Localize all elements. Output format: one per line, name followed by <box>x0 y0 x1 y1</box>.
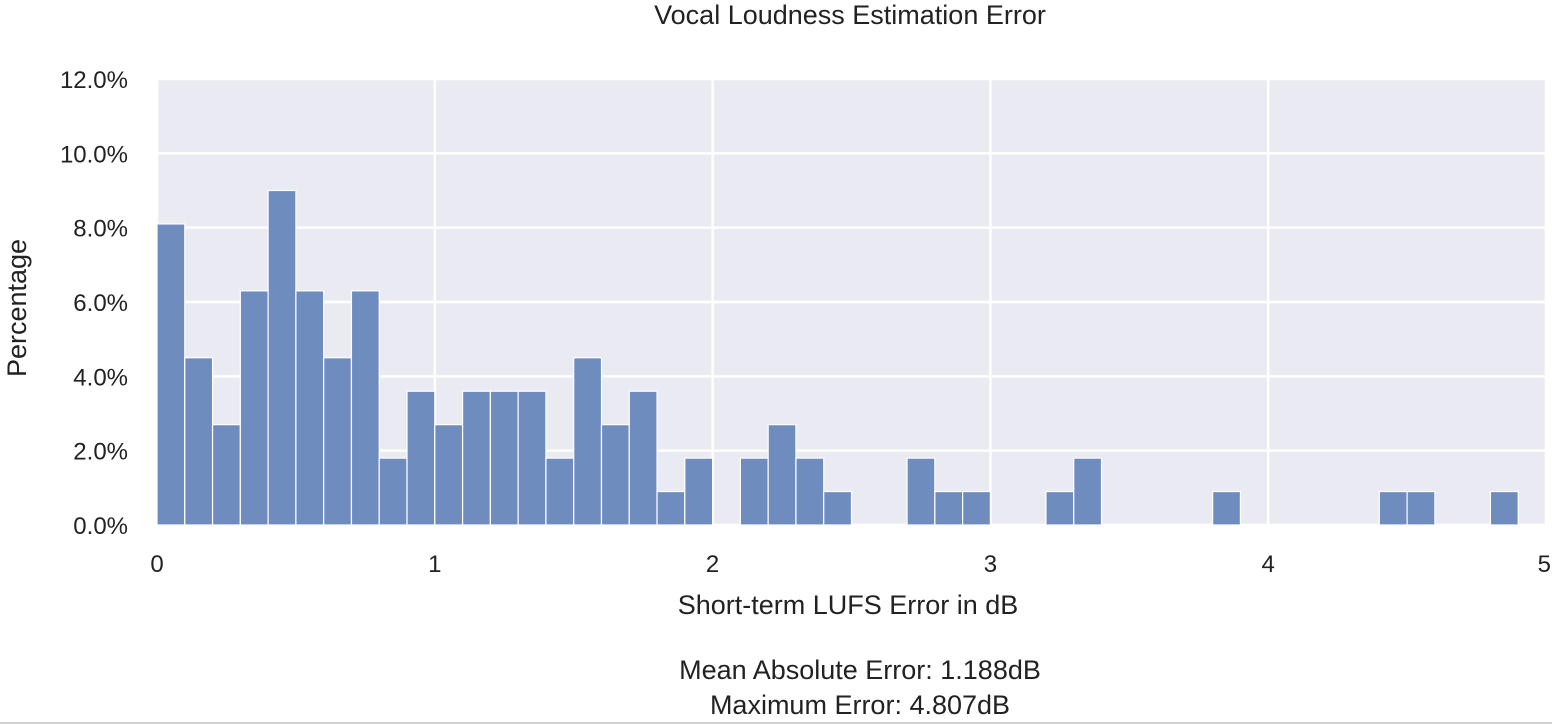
histogram-bar <box>823 490 853 526</box>
chart-title: Vocal Loudness Estimation Error <box>654 0 1046 30</box>
y-tick-label: 2.0% <box>73 439 128 466</box>
histogram-bar <box>573 357 603 526</box>
mean-absolute-error-annotation: Mean Absolute Error: 1.188dB <box>679 655 1041 685</box>
histogram-bar <box>545 457 575 526</box>
x-axis-ticks: 0 1 2 3 4 5 <box>150 551 1551 578</box>
plot-area <box>155 77 1548 527</box>
histogram-bar <box>1406 490 1436 526</box>
y-tick-label: 6.0% <box>73 290 128 317</box>
histogram-bar <box>767 424 797 526</box>
histogram-bar <box>295 290 325 526</box>
histogram-bar <box>489 390 519 526</box>
histogram-bar <box>350 290 380 526</box>
x-tick-label: 3 <box>984 551 997 578</box>
histogram-bar <box>1212 490 1242 526</box>
histogram-bar <box>267 189 297 526</box>
histogram-bar <box>517 390 547 526</box>
histogram-bar <box>323 357 353 526</box>
bottom-divider <box>0 722 1552 724</box>
x-tick-label: 4 <box>1262 551 1275 578</box>
y-tick-label: 12.0% <box>60 67 128 94</box>
histogram-bar <box>684 457 714 526</box>
x-tick-label: 5 <box>1538 551 1551 578</box>
histogram-bar <box>1045 490 1075 526</box>
y-tick-label: 10.0% <box>60 141 128 168</box>
y-tick-label: 0.0% <box>73 513 128 540</box>
x-tick-label: 1 <box>428 551 441 578</box>
histogram-bar <box>934 490 964 526</box>
maximum-error-annotation: Maximum Error: 4.807dB <box>710 690 1010 720</box>
x-tick-label: 2 <box>706 551 719 578</box>
histogram-bar <box>600 424 630 526</box>
histogram-bar <box>1073 457 1103 526</box>
histogram-bar <box>628 390 658 526</box>
histogram-bar <box>184 357 214 526</box>
histogram-bars <box>156 189 1519 526</box>
y-tick-label: 4.0% <box>73 364 128 391</box>
histogram-bar <box>795 457 825 526</box>
y-axis-ticks: 0.0% 2.0% 4.0% 6.0% 8.0% 10.0% 12.0% <box>60 67 128 540</box>
y-tick-label: 8.0% <box>73 216 128 243</box>
grid-lines <box>155 77 1548 527</box>
histogram-bar <box>461 390 491 526</box>
histogram-bar <box>1489 490 1519 526</box>
histogram-bar <box>406 390 436 526</box>
histogram-bar <box>434 424 464 526</box>
x-axis-label: Short-term LUFS Error in dB <box>678 590 1019 620</box>
histogram-bar <box>739 457 769 526</box>
x-tick-label: 0 <box>150 551 163 578</box>
y-axis-label: Percentage <box>2 239 32 377</box>
histogram-bar <box>962 490 991 526</box>
histogram-bar <box>1378 490 1408 526</box>
histogram-bar <box>656 490 686 526</box>
histogram-bar <box>378 457 408 526</box>
histogram-bar <box>906 457 936 526</box>
histogram-bar <box>211 424 241 526</box>
histogram-bar <box>156 223 186 526</box>
histogram-bar <box>239 290 269 526</box>
